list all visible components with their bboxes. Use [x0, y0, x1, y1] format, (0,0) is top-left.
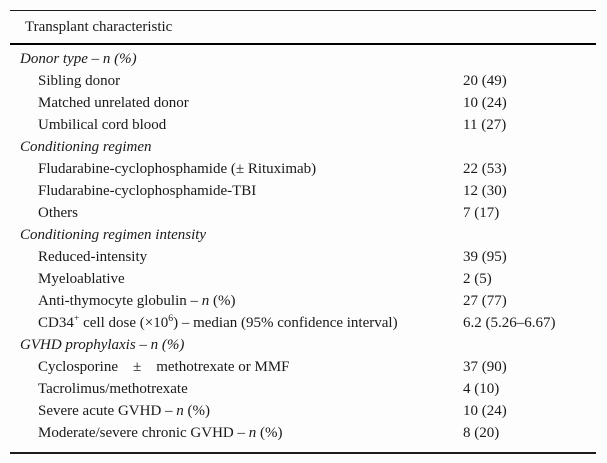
section-title: Conditioning regimen [20, 138, 152, 155]
table-row: Reduced-intensity 39 (95) [10, 246, 596, 268]
row-label: Matched unrelated donor [38, 94, 189, 111]
row-value: 10 (24) [463, 402, 507, 419]
section-header-row: Conditioning regimen intensity [10, 224, 596, 246]
row-label: Umbilical cord blood [38, 116, 167, 133]
section-title: GVHD prophylaxis – n (%) [20, 336, 185, 353]
row-value: 11 (27) [463, 116, 507, 133]
section-title: Donor type – n (%) [20, 50, 137, 67]
transplant-characteristics-table: Transplant characteristic Donor type – n… [10, 10, 596, 454]
row-label: Fludarabine-cyclophosphamide-TBI [38, 182, 257, 199]
row-label: Others [38, 204, 78, 221]
table-row: Tacrolimus/methotrexate 4 (10) [10, 378, 596, 400]
row-value: 6.2 (5.26–6.67) [463, 314, 556, 331]
row-value: 20 (49) [463, 72, 507, 89]
table-row: Fludarabine-cyclophosphamide-TBI 12 (30) [10, 180, 596, 202]
section-title: Conditioning regimen intensity [20, 226, 207, 243]
table-row: Umbilical cord blood 11 (27) [10, 114, 596, 136]
row-value: 27 (77) [463, 292, 507, 309]
row-value: 10 (24) [463, 94, 507, 111]
row-value: 7 (17) [463, 204, 500, 221]
table-row: Moderate/severe chronic GVHD – n (%) 8 (2… [10, 422, 596, 444]
row-label: Sibling donor [38, 72, 121, 89]
table-row: CD34+ cell dose (×106) – median (95% con… [10, 312, 596, 334]
row-value: 22 (53) [463, 160, 507, 177]
table-row: Fludarabine-cyclophosphamide (± Rituxima… [10, 158, 596, 180]
row-label: Fludarabine-cyclophosphamide (± Rituxima… [38, 160, 317, 177]
table-row: Myeloablative 2 (5) [10, 268, 596, 290]
table-header: Transplant characteristic [25, 18, 173, 35]
table-body: Donor type – n (%) Sibling donor 20 (49) Ma… [10, 45, 596, 452]
table-row: Cyclosporine ± methotrexate or MMF 37 (90… [10, 356, 596, 378]
row-label: Anti-thymocyte globulin – n (%) [38, 292, 236, 309]
row-label: Severe acute GVHD – n (%) [38, 402, 211, 419]
row-label: Myeloablative [38, 270, 125, 287]
table-row: Sibling donor 20 (49) [10, 70, 596, 92]
row-value: 8 (20) [463, 424, 500, 441]
section-header-row: GVHD prophylaxis – n (%) [10, 334, 596, 356]
section-header-row: Conditioning regimen [10, 136, 596, 158]
row-value: 39 (95) [463, 248, 507, 265]
row-label: Reduced-intensity [38, 248, 148, 265]
row-value: 37 (90) [463, 358, 507, 375]
top-rule [10, 10, 596, 11]
section-header-row: Donor type – n (%) [10, 48, 596, 70]
table-row: Matched unrelated donor 10 (24) [10, 92, 596, 114]
table-row: Severe acute GVHD – n (%) 10 (24) [10, 400, 596, 422]
row-label: Moderate/severe chronic GVHD – n (%) [38, 424, 283, 441]
row-label: Tacrolimus/methotrexate [38, 380, 188, 397]
row-label: CD34+ cell dose (×106) – median (95% con… [38, 312, 398, 331]
table-row: Anti-thymocyte globulin – n (%) 27 (77) [10, 290, 596, 312]
header-rule [10, 43, 596, 45]
row-value: 4 (10) [463, 380, 500, 397]
bottom-rule [10, 452, 596, 454]
row-value: 2 (5) [463, 270, 492, 287]
table-row: Others 7 (17) [10, 202, 596, 224]
row-label: Cyclosporine ± methotrexate or MMF [38, 358, 290, 375]
row-value: 12 (30) [463, 182, 507, 199]
